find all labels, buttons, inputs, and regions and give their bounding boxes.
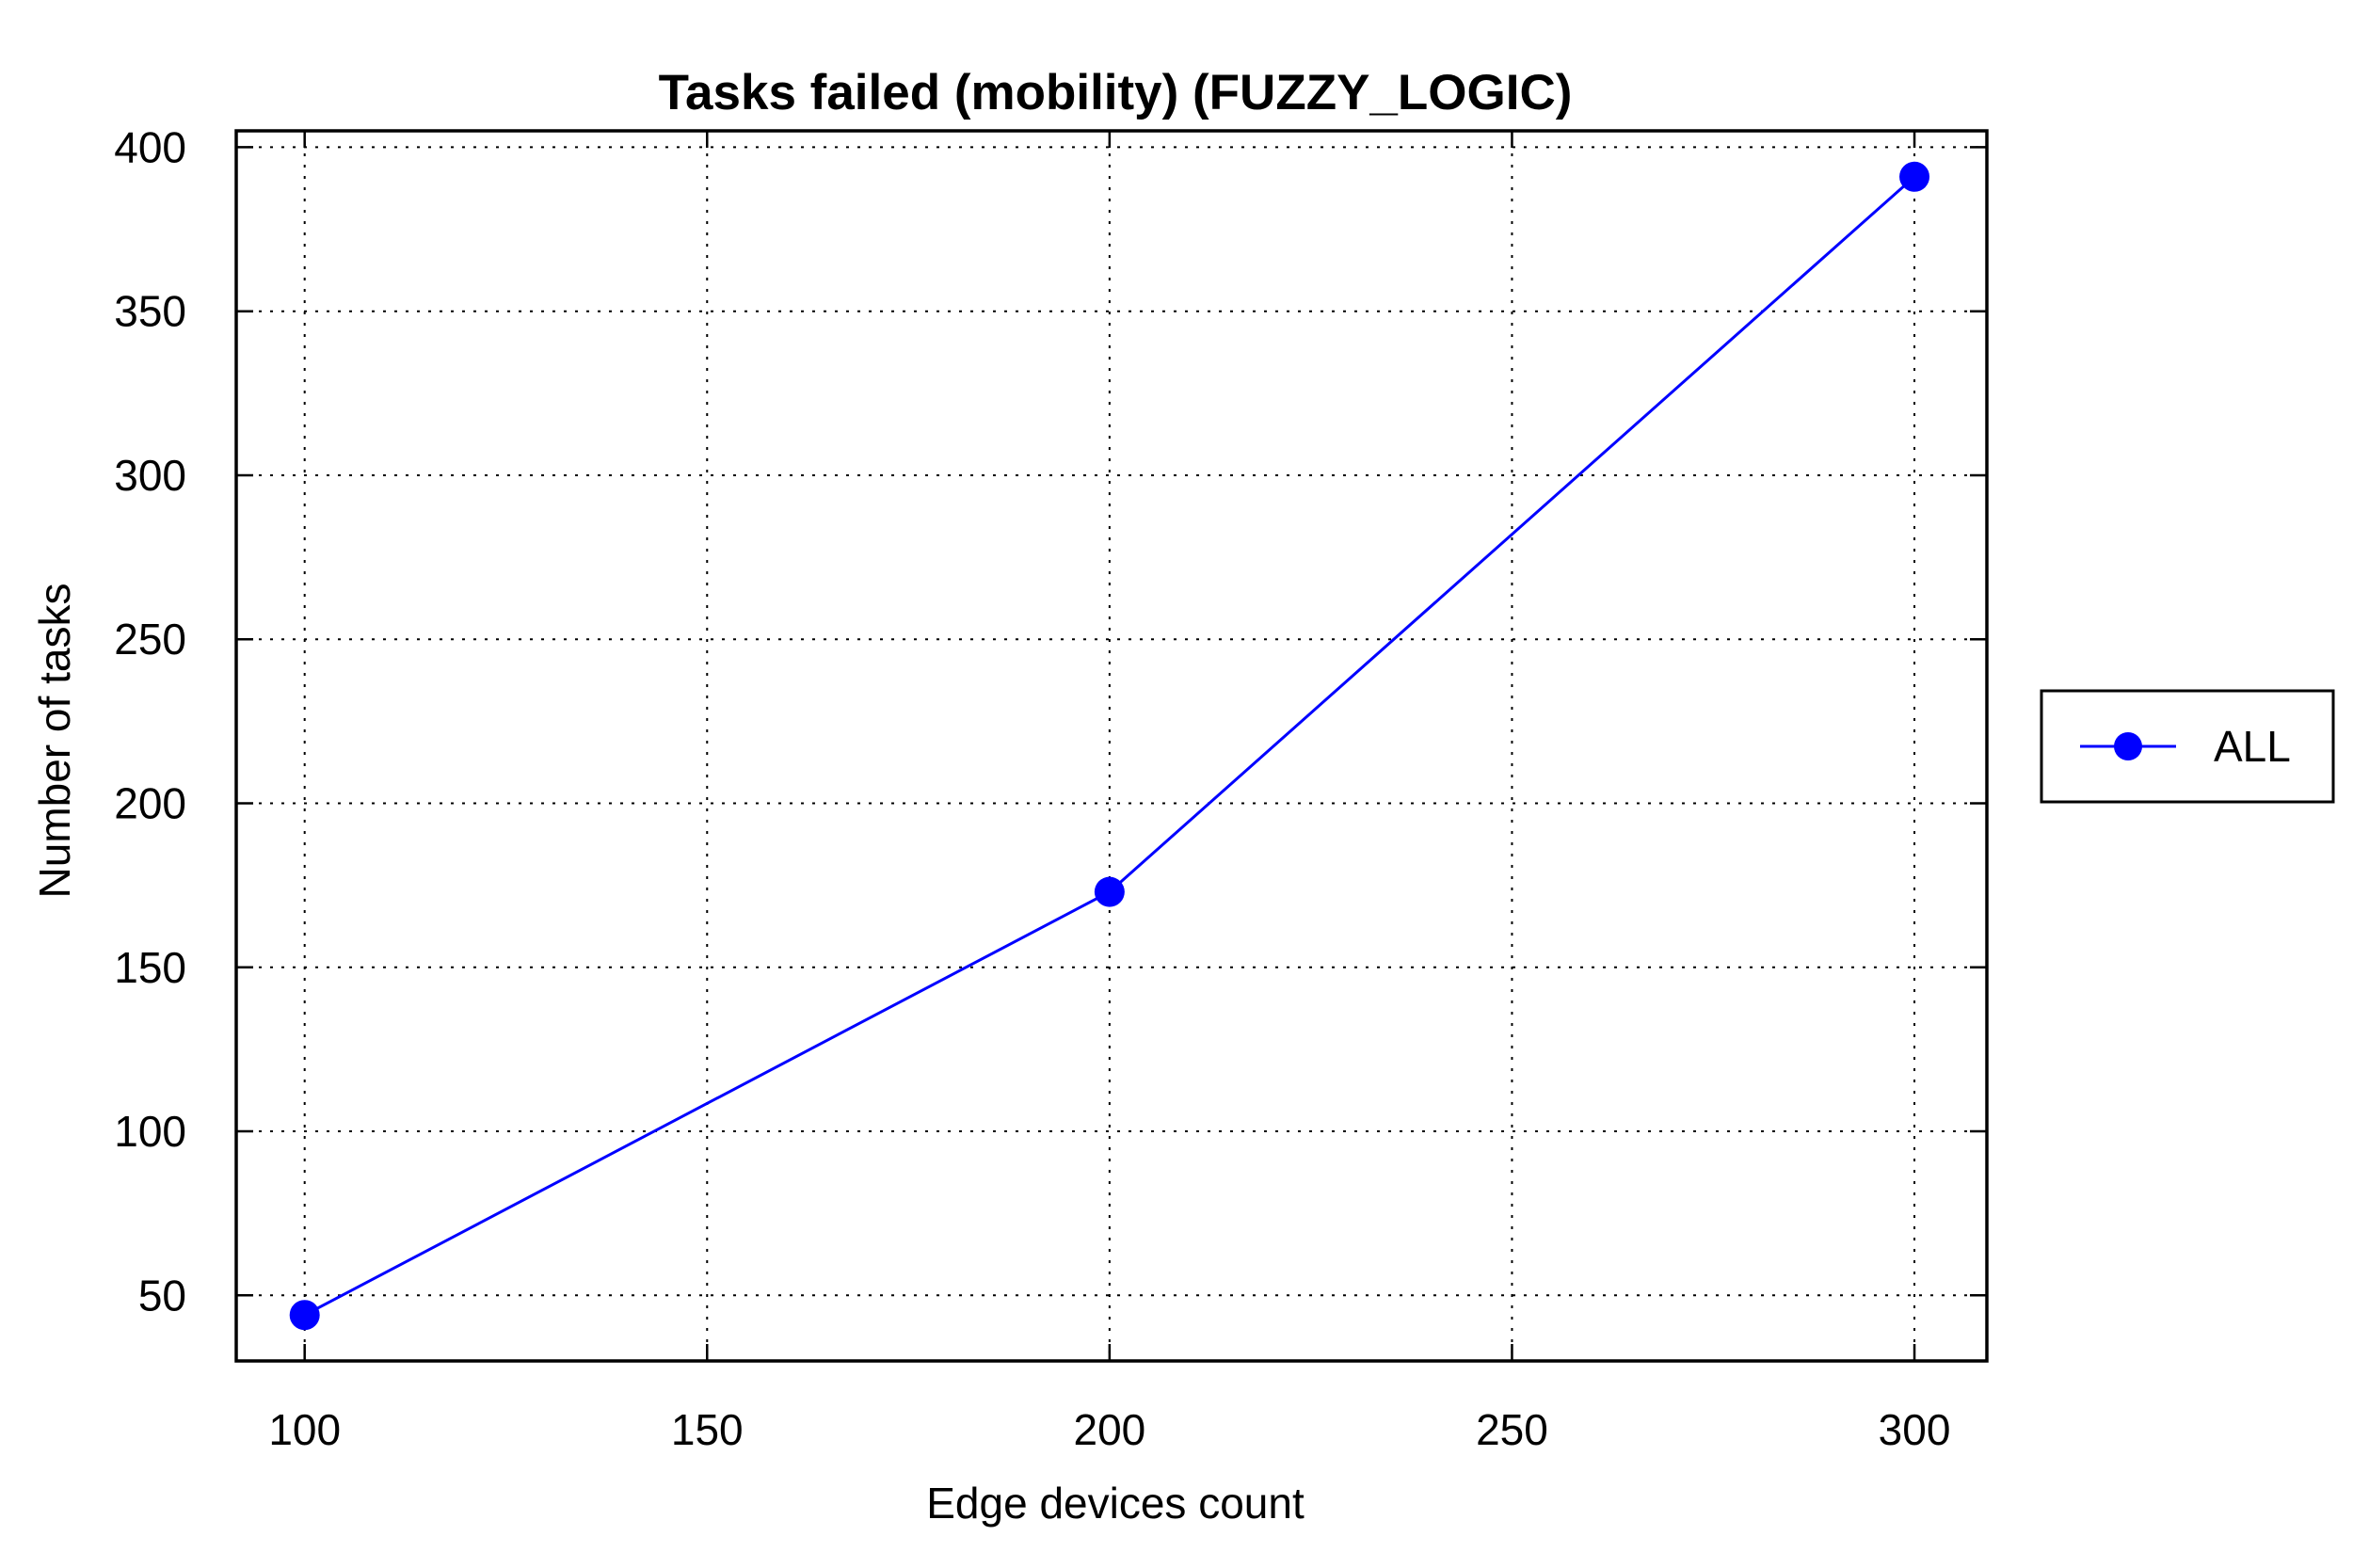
x-tick-label: 200: [1073, 1405, 1145, 1454]
y-tick-labels: 50 100 150 200 250 300 350 400: [114, 122, 186, 1320]
y-tick-label: 100: [114, 1107, 186, 1156]
y-tick-label: 150: [114, 943, 186, 992]
y-tick-label: 200: [114, 778, 186, 827]
y-tick-label: 50: [138, 1271, 186, 1320]
plot-frame: [234, 129, 1989, 1363]
data-point: [1094, 876, 1125, 907]
series-layer: [289, 161, 1930, 1331]
legend-marker-swatch: [2114, 732, 2142, 760]
legend-label: ALL: [2214, 722, 2291, 771]
x-tick-label: 250: [1476, 1405, 1548, 1454]
chart-title: Tasks failed (mobility) (FUZZY_LOGIC): [659, 65, 1573, 120]
data-point: [289, 1300, 320, 1331]
x-tick-label: 300: [1879, 1405, 1951, 1454]
x-tick-labels: 100 150 200 250 300: [268, 1405, 1950, 1454]
y-axis-label: Number of tasks: [30, 584, 79, 899]
axis-ticks: [236, 131, 1987, 1361]
grid-lines: [236, 131, 1987, 1361]
x-axis-label: Edge devices count: [926, 1479, 1305, 1528]
y-tick-label: 350: [114, 287, 186, 336]
x-tick-label: 100: [268, 1405, 341, 1454]
x-tick-label: 150: [671, 1405, 744, 1454]
y-tick-label: 250: [114, 615, 186, 664]
legend: ALL: [2040, 689, 2335, 804]
y-tick-label: 300: [114, 451, 186, 500]
y-tick-label: 400: [114, 122, 186, 171]
data-point: [1899, 161, 1930, 192]
